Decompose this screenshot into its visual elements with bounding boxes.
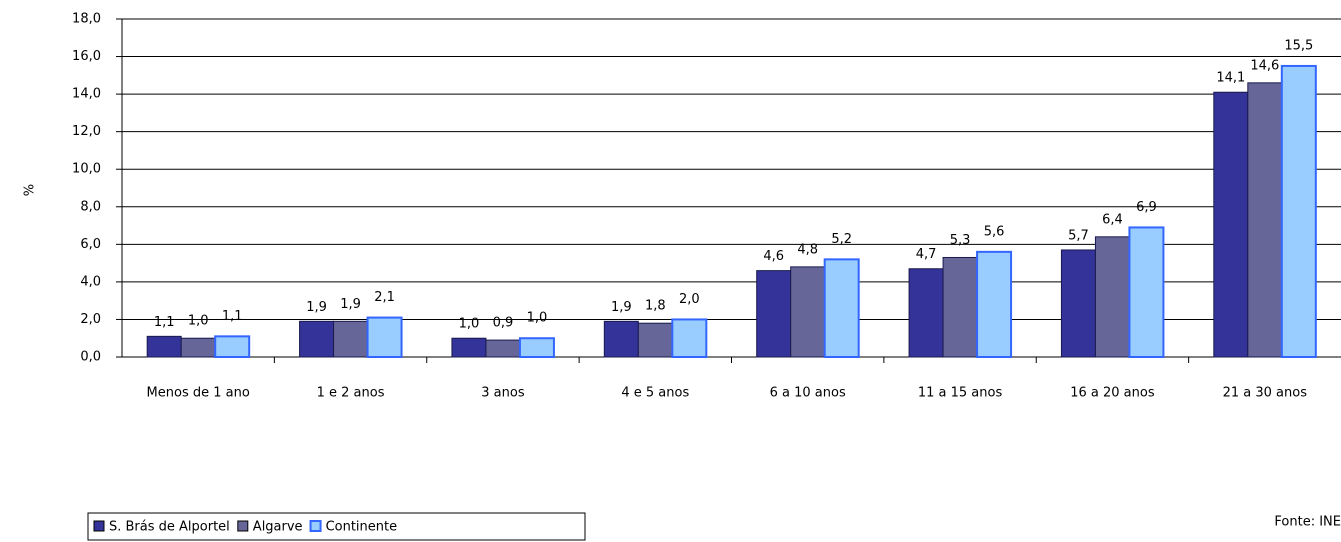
bar <box>1094 236 1130 358</box>
data-label: 1,1 <box>154 315 175 330</box>
source-note: Fonte: INE <box>1274 515 1341 530</box>
bar <box>603 320 639 358</box>
legend-label: Continente <box>326 520 398 535</box>
x-tick-label: 16 a 20 anos <box>1070 386 1155 401</box>
y-tick-label: 6,0 <box>80 237 101 252</box>
bar <box>908 268 944 358</box>
data-label: 5,2 <box>831 232 852 247</box>
data-label: 0,9 <box>493 316 514 331</box>
data-label: 14,6 <box>1250 58 1279 73</box>
bar <box>790 266 826 358</box>
y-tick-label: 8,0 <box>80 199 101 214</box>
legend-swatch <box>309 520 322 532</box>
bar <box>1280 64 1317 358</box>
y-tick-label: 12,0 <box>72 124 101 139</box>
bar <box>976 250 1013 359</box>
data-label: 1,9 <box>340 297 361 312</box>
data-label: 5,6 <box>984 224 1005 239</box>
bar <box>485 339 521 358</box>
x-tick-label: Menos de 1 ano <box>147 386 250 401</box>
y-tick-label: 2,0 <box>80 312 101 327</box>
bar <box>180 337 216 358</box>
y-tick-label: 18,0 <box>72 12 101 27</box>
legend-label: Algarve <box>253 520 303 535</box>
bar <box>1128 226 1165 358</box>
bar <box>214 335 251 359</box>
y-tick-label: 14,0 <box>72 87 101 102</box>
bar <box>1060 249 1096 358</box>
bar <box>1247 82 1283 358</box>
y-tick-label: 4,0 <box>80 274 101 289</box>
data-label: 1,0 <box>459 317 480 332</box>
bar <box>366 316 403 359</box>
bar <box>671 318 708 359</box>
x-tick-label: 21 a 30 anos <box>1223 386 1308 401</box>
y-axis-label: % <box>23 184 38 196</box>
bar <box>299 320 335 358</box>
data-label: 4,8 <box>797 242 818 257</box>
data-label: 2,0 <box>679 292 700 307</box>
y-tick-label: 10,0 <box>72 162 101 177</box>
legend-box <box>87 512 586 541</box>
x-tick-label: 6 a 10 anos <box>770 386 846 401</box>
data-label: 1,8 <box>645 299 666 314</box>
bar <box>146 335 182 358</box>
data-label: 5,7 <box>1068 228 1089 243</box>
bar <box>942 256 978 358</box>
y-tick-label: 0,0 <box>80 350 101 365</box>
data-label: 1,0 <box>527 311 548 326</box>
data-label: 6,9 <box>1136 200 1157 215</box>
data-label: 14,1 <box>1216 71 1245 86</box>
y-tick-label: 16,0 <box>72 49 101 64</box>
bar <box>518 337 555 359</box>
data-label: 4,6 <box>763 249 784 264</box>
data-label: 6,4 <box>1102 212 1123 227</box>
data-label: 1,9 <box>306 300 327 315</box>
legend-swatch <box>93 520 105 532</box>
data-label: 5,3 <box>950 233 971 248</box>
legend-label: S. Brás de Alportel <box>109 520 230 535</box>
data-label: 15,5 <box>1284 38 1313 53</box>
bar <box>451 337 487 358</box>
data-label: 4,7 <box>916 247 937 262</box>
data-label: 1,0 <box>188 314 209 329</box>
data-label: 2,1 <box>374 290 395 305</box>
x-tick-label: 3 anos <box>481 386 525 401</box>
data-label: 1,1 <box>222 309 243 324</box>
x-tick-label: 1 e 2 anos <box>317 386 385 401</box>
x-tick-label: 11 a 15 anos <box>918 386 1003 401</box>
data-label: 1,9 <box>611 300 632 315</box>
bar <box>756 270 792 358</box>
bar <box>1213 91 1249 358</box>
legend-swatch <box>237 520 249 532</box>
bar <box>333 320 369 358</box>
bar <box>637 322 673 358</box>
bar <box>823 258 860 359</box>
x-tick-label: 4 e 5 anos <box>621 386 689 401</box>
